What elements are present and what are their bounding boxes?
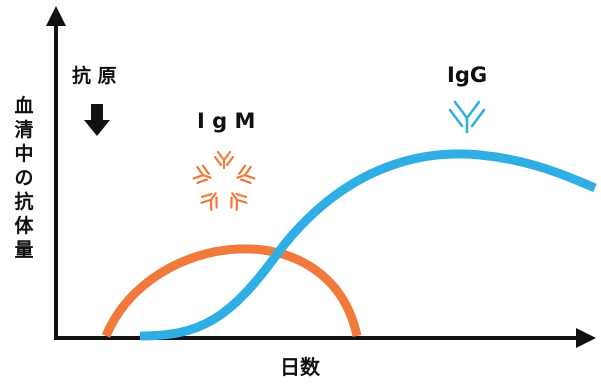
x-axis-arrowhead xyxy=(576,328,596,348)
y-axis-arrowhead xyxy=(46,6,66,26)
igg-curve xyxy=(139,149,597,341)
y-axis-label-char: 量 xyxy=(14,239,33,261)
y-axis-label-char: 抗 xyxy=(14,190,33,213)
y-axis-label-char: 体 xyxy=(14,214,34,237)
antigen-label: 抗 原 xyxy=(72,64,117,87)
igm-label: I g M xyxy=(197,109,255,133)
y-axis-label-char: 血 xyxy=(14,94,33,117)
igg-label: IgG xyxy=(447,63,487,87)
down-arrow-icon xyxy=(84,104,110,136)
igm-curve xyxy=(101,244,362,338)
y-axis-label-char: 中 xyxy=(14,142,33,165)
y-axis-label-char: の xyxy=(14,167,33,189)
igg-antibody-icon xyxy=(448,100,486,134)
y-axis-label-char: 清 xyxy=(14,118,33,141)
x-axis-label: 日数 xyxy=(280,355,321,379)
igm-pentamer-icon xyxy=(191,150,257,213)
